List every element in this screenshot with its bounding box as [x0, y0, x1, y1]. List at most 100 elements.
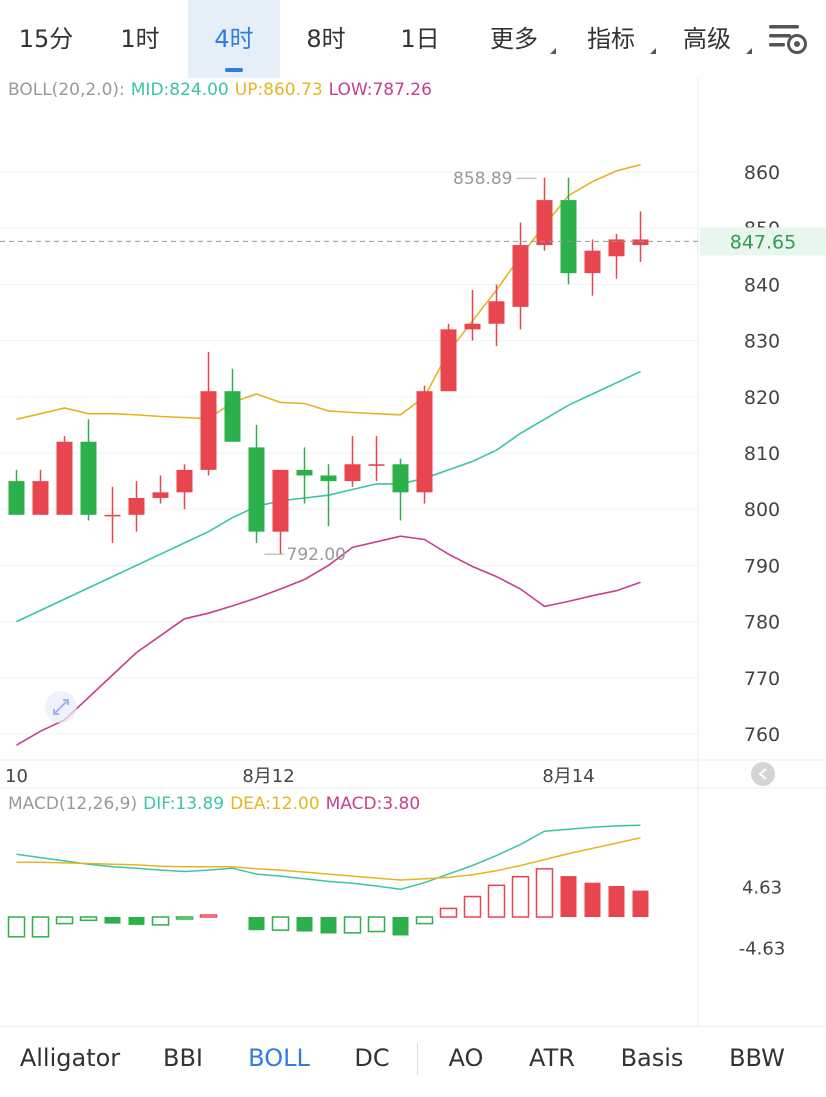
collapse-button[interactable]: [751, 762, 775, 786]
candle-body: [272, 469, 289, 532]
candle-body: [560, 200, 577, 274]
indicator-basis[interactable]: Basis: [620, 1044, 684, 1072]
y-tick-label: 830: [744, 331, 780, 353]
macd-legend-dif: DIF:13.89: [143, 794, 225, 814]
candle-body: [488, 301, 505, 324]
y-tick-label: 760: [744, 724, 780, 746]
boll-legend-low: LOW:787.26: [328, 80, 432, 100]
y-tick-label: 810: [744, 443, 780, 465]
macd-histogram-bar: [7, 916, 26, 938]
macd-histogram-bar: [560, 876, 577, 917]
macd-histogram-bar: [463, 895, 482, 918]
expand-icon: [45, 691, 77, 723]
macd-histogram-bar: [296, 917, 313, 932]
macd-histogram-bar: [415, 916, 434, 925]
macd-histogram-bar: [104, 917, 121, 924]
candle-body: [152, 492, 169, 498]
boll-low-line: [16, 535, 641, 746]
candle-body: [464, 323, 481, 330]
candle-body: [104, 514, 121, 517]
macd-histogram-bar: [632, 890, 649, 917]
candle-body: [320, 475, 337, 482]
max-price-label: 858.89: [453, 169, 512, 189]
macd-histogram-bar: [535, 868, 554, 918]
chart-settings-icon[interactable]: [766, 20, 810, 58]
tab-advanced[interactable]: 高级: [664, 0, 752, 78]
boll-legend-name: BOLL(20,2.0):: [8, 80, 125, 100]
current-price-tag: [700, 227, 826, 256]
y-tick-label: 790: [744, 555, 780, 577]
macd-histogram-bar: [439, 907, 458, 918]
boll-legend-up: UP:860.73: [234, 80, 323, 100]
x-tick-label: 10: [5, 766, 28, 787]
macd-histogram-bar: [367, 916, 386, 933]
candlestick-chart[interactable]: 860850840830820810800790780770760108月128…: [0, 0, 826, 1026]
candle-body: [224, 391, 241, 442]
dropdown-caret-icon: [650, 48, 656, 54]
indicator-divider: [417, 1043, 418, 1075]
macd-histogram-bar: [271, 916, 290, 931]
candle-body: [416, 391, 433, 493]
macd-legend-dea: DEA:12.00: [230, 794, 320, 814]
candle-body: [632, 239, 649, 246]
candle-body: [344, 464, 361, 482]
current-price-label: 847.65: [730, 231, 796, 253]
tab-8h[interactable]: 8时: [306, 25, 346, 53]
indicator-bbw[interactable]: BBW: [729, 1044, 785, 1072]
indicator-dc[interactable]: DC: [354, 1044, 390, 1072]
candle-body: [512, 245, 529, 307]
tab-more[interactable]: 更多: [474, 0, 556, 78]
macd-legend-name: MACD(12,26,9): [8, 794, 138, 814]
boll-legend: BOLL(20,2.0): MID:824.00 UP:860.73 LOW:787.…: [8, 80, 438, 100]
active-tab-indicator: [225, 68, 243, 72]
candle-body: [368, 464, 385, 466]
tab-1h[interactable]: 1时: [120, 25, 160, 53]
y-tick-label: 840: [744, 274, 780, 296]
indicator-boll[interactable]: BOLL: [248, 1044, 310, 1072]
candle-body: [32, 481, 49, 515]
macd-histogram-bar: [320, 917, 337, 934]
dropdown-caret-icon: [550, 48, 556, 54]
macd-histogram-bar: [199, 914, 218, 918]
candle-body: [248, 447, 265, 532]
macd-histogram-bar: [79, 916, 98, 922]
macd-histogram-bar: [608, 885, 625, 917]
macd-histogram-bar: [392, 917, 409, 936]
macd-tick-label: 4.63: [742, 877, 782, 898]
boll-legend-mid: MID:824.00: [130, 80, 229, 100]
candle-body: [8, 481, 25, 515]
tab-4h[interactable]: 4时: [188, 0, 280, 78]
y-tick-label: 860: [744, 162, 780, 184]
macd-histogram-bar: [175, 916, 194, 920]
tab-15m[interactable]: 15分: [18, 25, 74, 53]
macd-legend-macd: MACD:3.80: [325, 794, 421, 814]
candle-body: [536, 200, 553, 246]
candle-body: [392, 464, 409, 493]
candle-body: [200, 391, 217, 470]
indicator-ao[interactable]: AO: [448, 1044, 484, 1072]
macd-histogram-bar: [151, 916, 170, 926]
indicator-bbi[interactable]: BBI: [162, 1044, 204, 1072]
indicator-atr[interactable]: ATR: [529, 1044, 575, 1072]
chart-settings-glyph: [769, 25, 807, 54]
y-tick-label: 800: [744, 499, 780, 521]
macd-histogram-bar: [128, 917, 145, 925]
collapse-button-bg: [751, 762, 775, 786]
candle-body: [80, 441, 97, 515]
macd-histogram-bar: [31, 916, 50, 938]
macd-histogram-bar: [511, 875, 530, 918]
tab-1d[interactable]: 1日: [400, 25, 440, 53]
y-tick-label: 780: [744, 612, 780, 634]
period-tabs: 15分 1时 4时 8时 1日 更多 指标 高级: [0, 0, 826, 78]
macd-legend: MACD(12,26,9) DIF:13.89 DEA:12.00 MACD:3.80: [8, 794, 426, 814]
candle-body: [56, 441, 73, 515]
macd-histogram-bar: [487, 884, 506, 918]
tab-indicators[interactable]: 指标: [568, 0, 656, 78]
macd-histogram-bar: [584, 882, 601, 917]
collapse-chevron-icon: [758, 768, 767, 780]
dropdown-caret-icon: [746, 48, 752, 54]
macd-histogram-bar: [55, 916, 74, 925]
macd-histogram-bar: [343, 916, 362, 934]
macd-dif-line: [16, 824, 641, 891]
indicator-alligator[interactable]: Alligator: [19, 1044, 121, 1072]
